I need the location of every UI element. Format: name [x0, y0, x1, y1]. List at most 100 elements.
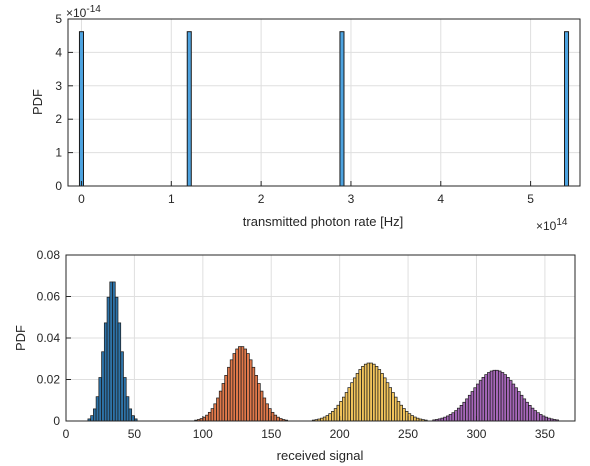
bottom-chart-bar: [489, 370, 494, 422]
top-chart-bar: [186, 31, 192, 187]
bottom-chart-bar: [109, 281, 113, 422]
bottom-chart-bar: [120, 351, 124, 422]
bottom-chart-bar: [484, 374, 488, 422]
bottom-chart-bar: [243, 348, 247, 422]
bottom-chart-bar: [462, 401, 466, 422]
bottom-chart-bar: [98, 377, 102, 422]
bottom-chart-x-tick-label: 200: [330, 427, 350, 441]
top-chart-axes-box: [67, 18, 581, 187]
bottom-chart-bar: [385, 382, 390, 422]
top-chart-y-tick-label: 1: [55, 146, 62, 160]
bottom-chart-bar: [101, 351, 105, 422]
bottom-chart-bar: [128, 408, 133, 422]
bottom-chart-xlabel: received signal: [277, 448, 364, 463]
top-chart-ticks: 0 1 2 3 4 5 0 1 2 3 4 5: [55, 12, 534, 206]
bottom-chart-bar: [90, 415, 94, 422]
bottom-chart: 0 50 100 150 200 250 300 350 0 0.02 0.04 0.06 0.08 r…: [13, 248, 576, 463]
bottom-chart-x-tick-label: 0: [63, 427, 70, 441]
top-chart-y-tick-label: 4: [55, 45, 62, 59]
bottom-chart-bar: [259, 390, 264, 422]
bottom-chart-bar: [322, 416, 327, 422]
bottom-chart-bar: [325, 415, 330, 422]
bottom-chart-bar: [451, 412, 455, 422]
bottom-chart-bar: [495, 369, 499, 422]
top-chart-bar: [339, 31, 345, 187]
top-chart-y-tick-label: 5: [55, 12, 62, 26]
bottom-chart-bar: [388, 387, 393, 422]
bottom-chart-bar: [413, 416, 417, 422]
bottom-chart-bar: [216, 397, 220, 422]
bottom-chart-bar: [251, 366, 256, 422]
bottom-chart-ylabel: PDF: [13, 325, 28, 351]
bottom-chart-bar: [498, 370, 502, 422]
bottom-chart-bar: [352, 377, 357, 422]
bottom-chart-bar: [536, 412, 540, 422]
top-chart-x-multiplier-exp: 14: [556, 217, 568, 228]
bottom-chart-bar: [355, 373, 360, 422]
bottom-chart-bar: [487, 372, 491, 422]
bottom-chart-x-tick-label: 300: [466, 427, 486, 441]
bottom-chart-bar: [246, 353, 250, 422]
bottom-chart-bar: [103, 322, 108, 422]
bottom-chart-bar: [358, 369, 362, 422]
bottom-chart-bar: [410, 415, 414, 422]
top-chart-y-multiplier-exp: -14: [86, 4, 101, 15]
bottom-chart-bar: [205, 414, 209, 422]
bottom-chart-bar: [210, 408, 215, 422]
bottom-chart-bar: [446, 415, 450, 422]
bottom-chart-y-tick-label: 0.08: [37, 248, 61, 262]
bottom-chart-bar: [224, 375, 228, 422]
bottom-chart-bar: [232, 353, 237, 422]
top-chart: 0 1 2 3 4 5 0 1 2 3 4 5 transmitted photon rate [Hz…: [30, 4, 581, 233]
bottom-chart-bar: [481, 377, 486, 422]
bottom-chart-bar: [93, 408, 97, 422]
bottom-chart-bar: [221, 383, 226, 422]
bottom-chart-bar: [508, 380, 513, 422]
bottom-chart-bar: [276, 416, 280, 422]
bottom-chart-bar: [465, 398, 469, 422]
bottom-chart-bar: [257, 383, 261, 422]
top-chart-x-tick-label: 0: [78, 192, 85, 206]
bottom-chart-x-tick-label: 150: [261, 427, 281, 441]
bottom-chart-bar: [478, 380, 483, 422]
bottom-chart-bar: [394, 396, 398, 422]
bottom-chart-bar: [363, 363, 368, 422]
bottom-chart-bar: [112, 281, 116, 422]
top-chart-x-tick-label: 2: [258, 192, 265, 206]
bottom-chart-bar: [443, 416, 447, 422]
bottom-chart-x-tick-label: 100: [193, 427, 213, 441]
bottom-chart-bar: [125, 396, 130, 422]
top-chart-x-tick-label: 5: [527, 192, 534, 206]
top-chart-x-tick-label: 1: [168, 192, 175, 206]
bottom-chart-bar: [391, 392, 395, 422]
bottom-chart-bar: [265, 403, 269, 422]
bottom-chart-bar: [454, 410, 458, 422]
bottom-chart-bar: [344, 392, 349, 422]
bottom-chart-bar: [459, 405, 464, 422]
bottom-chart-bar: [235, 348, 239, 422]
bottom-chart-bar: [503, 374, 507, 422]
bottom-chart-x-tick-label: 350: [535, 427, 555, 441]
bottom-chart-bar: [539, 414, 543, 422]
top-chart-bar: [564, 31, 570, 187]
bottom-chart-bar: [380, 373, 384, 422]
bottom-chart-bar: [207, 411, 212, 422]
bottom-chart-bar: [514, 387, 518, 422]
bottom-chart-x-tick-label: 50: [128, 427, 142, 441]
bottom-chart-bar: [366, 362, 371, 422]
bottom-chart-bar: [396, 401, 401, 422]
top-chart-ylabel: PDF: [30, 89, 45, 115]
top-chart-grid: [68, 18, 580, 187]
bottom-chart-bar: [467, 394, 472, 422]
top-chart-x-multiplier: ×1014: [536, 217, 568, 233]
top-chart-xlabel: transmitted photon rate [Hz]: [243, 214, 403, 229]
bottom-chart-bar: [402, 408, 406, 422]
bottom-chart-bar: [377, 369, 382, 422]
top-chart-y-multiplier-base: ×10: [66, 6, 87, 20]
bottom-chart-bar: [506, 377, 510, 422]
bottom-chart-bar: [240, 346, 245, 422]
bottom-chart-bar: [347, 387, 351, 422]
bottom-chart-bar: [470, 391, 475, 422]
bottom-chart-bar: [238, 346, 242, 422]
